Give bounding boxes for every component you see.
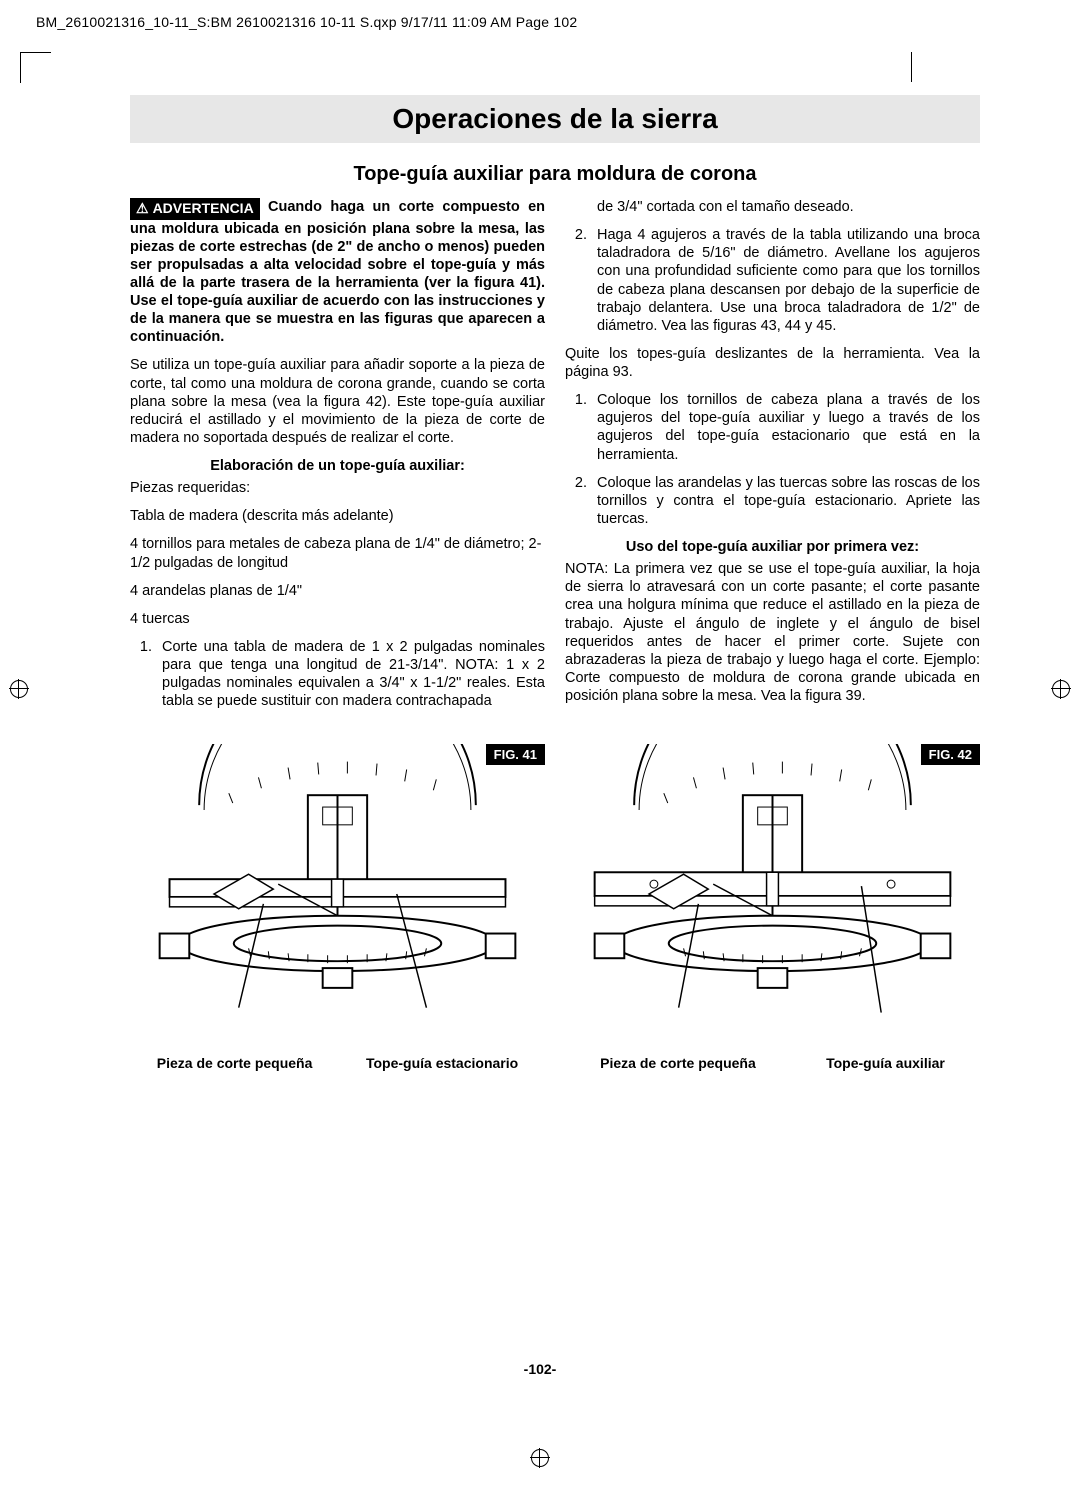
body-text: NOTA: La primera vez que se use el tope-… xyxy=(565,560,980,705)
register-mark-icon xyxy=(1050,680,1072,698)
section-subtitle: Tope-guía auxiliar para moldura de coron… xyxy=(130,163,980,186)
miter-saw-icon xyxy=(565,744,980,1044)
crop-mark xyxy=(911,52,912,82)
list-item: 4 tuercas xyxy=(130,610,545,628)
figure-41: FIG. 41 xyxy=(130,744,545,1071)
body-text: de 3/4" cortada con el tamaño deseado. xyxy=(565,198,980,216)
body-text: Piezas requeridas: xyxy=(130,479,545,497)
figure-caption: Tope-guía estacionario xyxy=(366,1055,518,1071)
step-item: Coloque los tornillos de cabeza plana a … xyxy=(591,391,980,464)
print-header: BM_2610021316_10-11_S:BM 2610021316 10-1… xyxy=(36,14,577,30)
list-item: 4 tornillos para metales de cabeza plana… xyxy=(130,535,545,571)
list-item: 4 arandelas planas de 1/4" xyxy=(130,582,545,600)
register-mark-icon xyxy=(8,680,30,698)
step-item: Coloque las arandelas y las tuercas sobr… xyxy=(591,474,980,528)
section-title-bar: Operaciones de la sierra xyxy=(130,95,980,143)
step-item: Haga 4 agujeros a través de la tabla uti… xyxy=(591,226,980,335)
page-number: -102- xyxy=(0,1361,1080,1377)
figure-caption: Pieza de corte pequeña xyxy=(600,1055,756,1071)
figure-label: FIG. 42 xyxy=(921,744,980,765)
step-item: Corte una tabla de madera de 1 x 2 pulga… xyxy=(156,638,545,711)
body-text: Se utiliza un tope-guía auxiliar para añ… xyxy=(130,356,545,447)
list-item: Tabla de madera (descrita más adelante) xyxy=(130,507,545,525)
subhead: Uso del tope-guía auxiliar por primera v… xyxy=(565,538,980,556)
section-title: Operaciones de la sierra xyxy=(130,103,980,135)
crop-mark xyxy=(20,52,51,83)
warning-badge: ADVERTENCIA xyxy=(130,198,260,220)
figure-42: FIG. 42 xyxy=(565,744,980,1071)
figure-caption: Pieza de corte pequeña xyxy=(157,1055,313,1071)
right-column: de 3/4" cortada con el tamaño deseado. H… xyxy=(565,198,980,720)
left-column: ADVERTENCIA Cuando haga un corte compues… xyxy=(130,198,545,720)
miter-saw-icon xyxy=(130,744,545,1044)
register-mark-icon xyxy=(529,1449,551,1467)
figure-caption: Tope-guía auxiliar xyxy=(826,1055,945,1071)
warning-paragraph: ADVERTENCIA Cuando haga un corte compues… xyxy=(130,198,545,346)
figure-label: FIG. 41 xyxy=(486,744,545,765)
body-text: Quite los topes-guía deslizantes de la h… xyxy=(565,345,980,381)
subhead: Elaboración de un tope-guía auxiliar: xyxy=(130,457,545,475)
